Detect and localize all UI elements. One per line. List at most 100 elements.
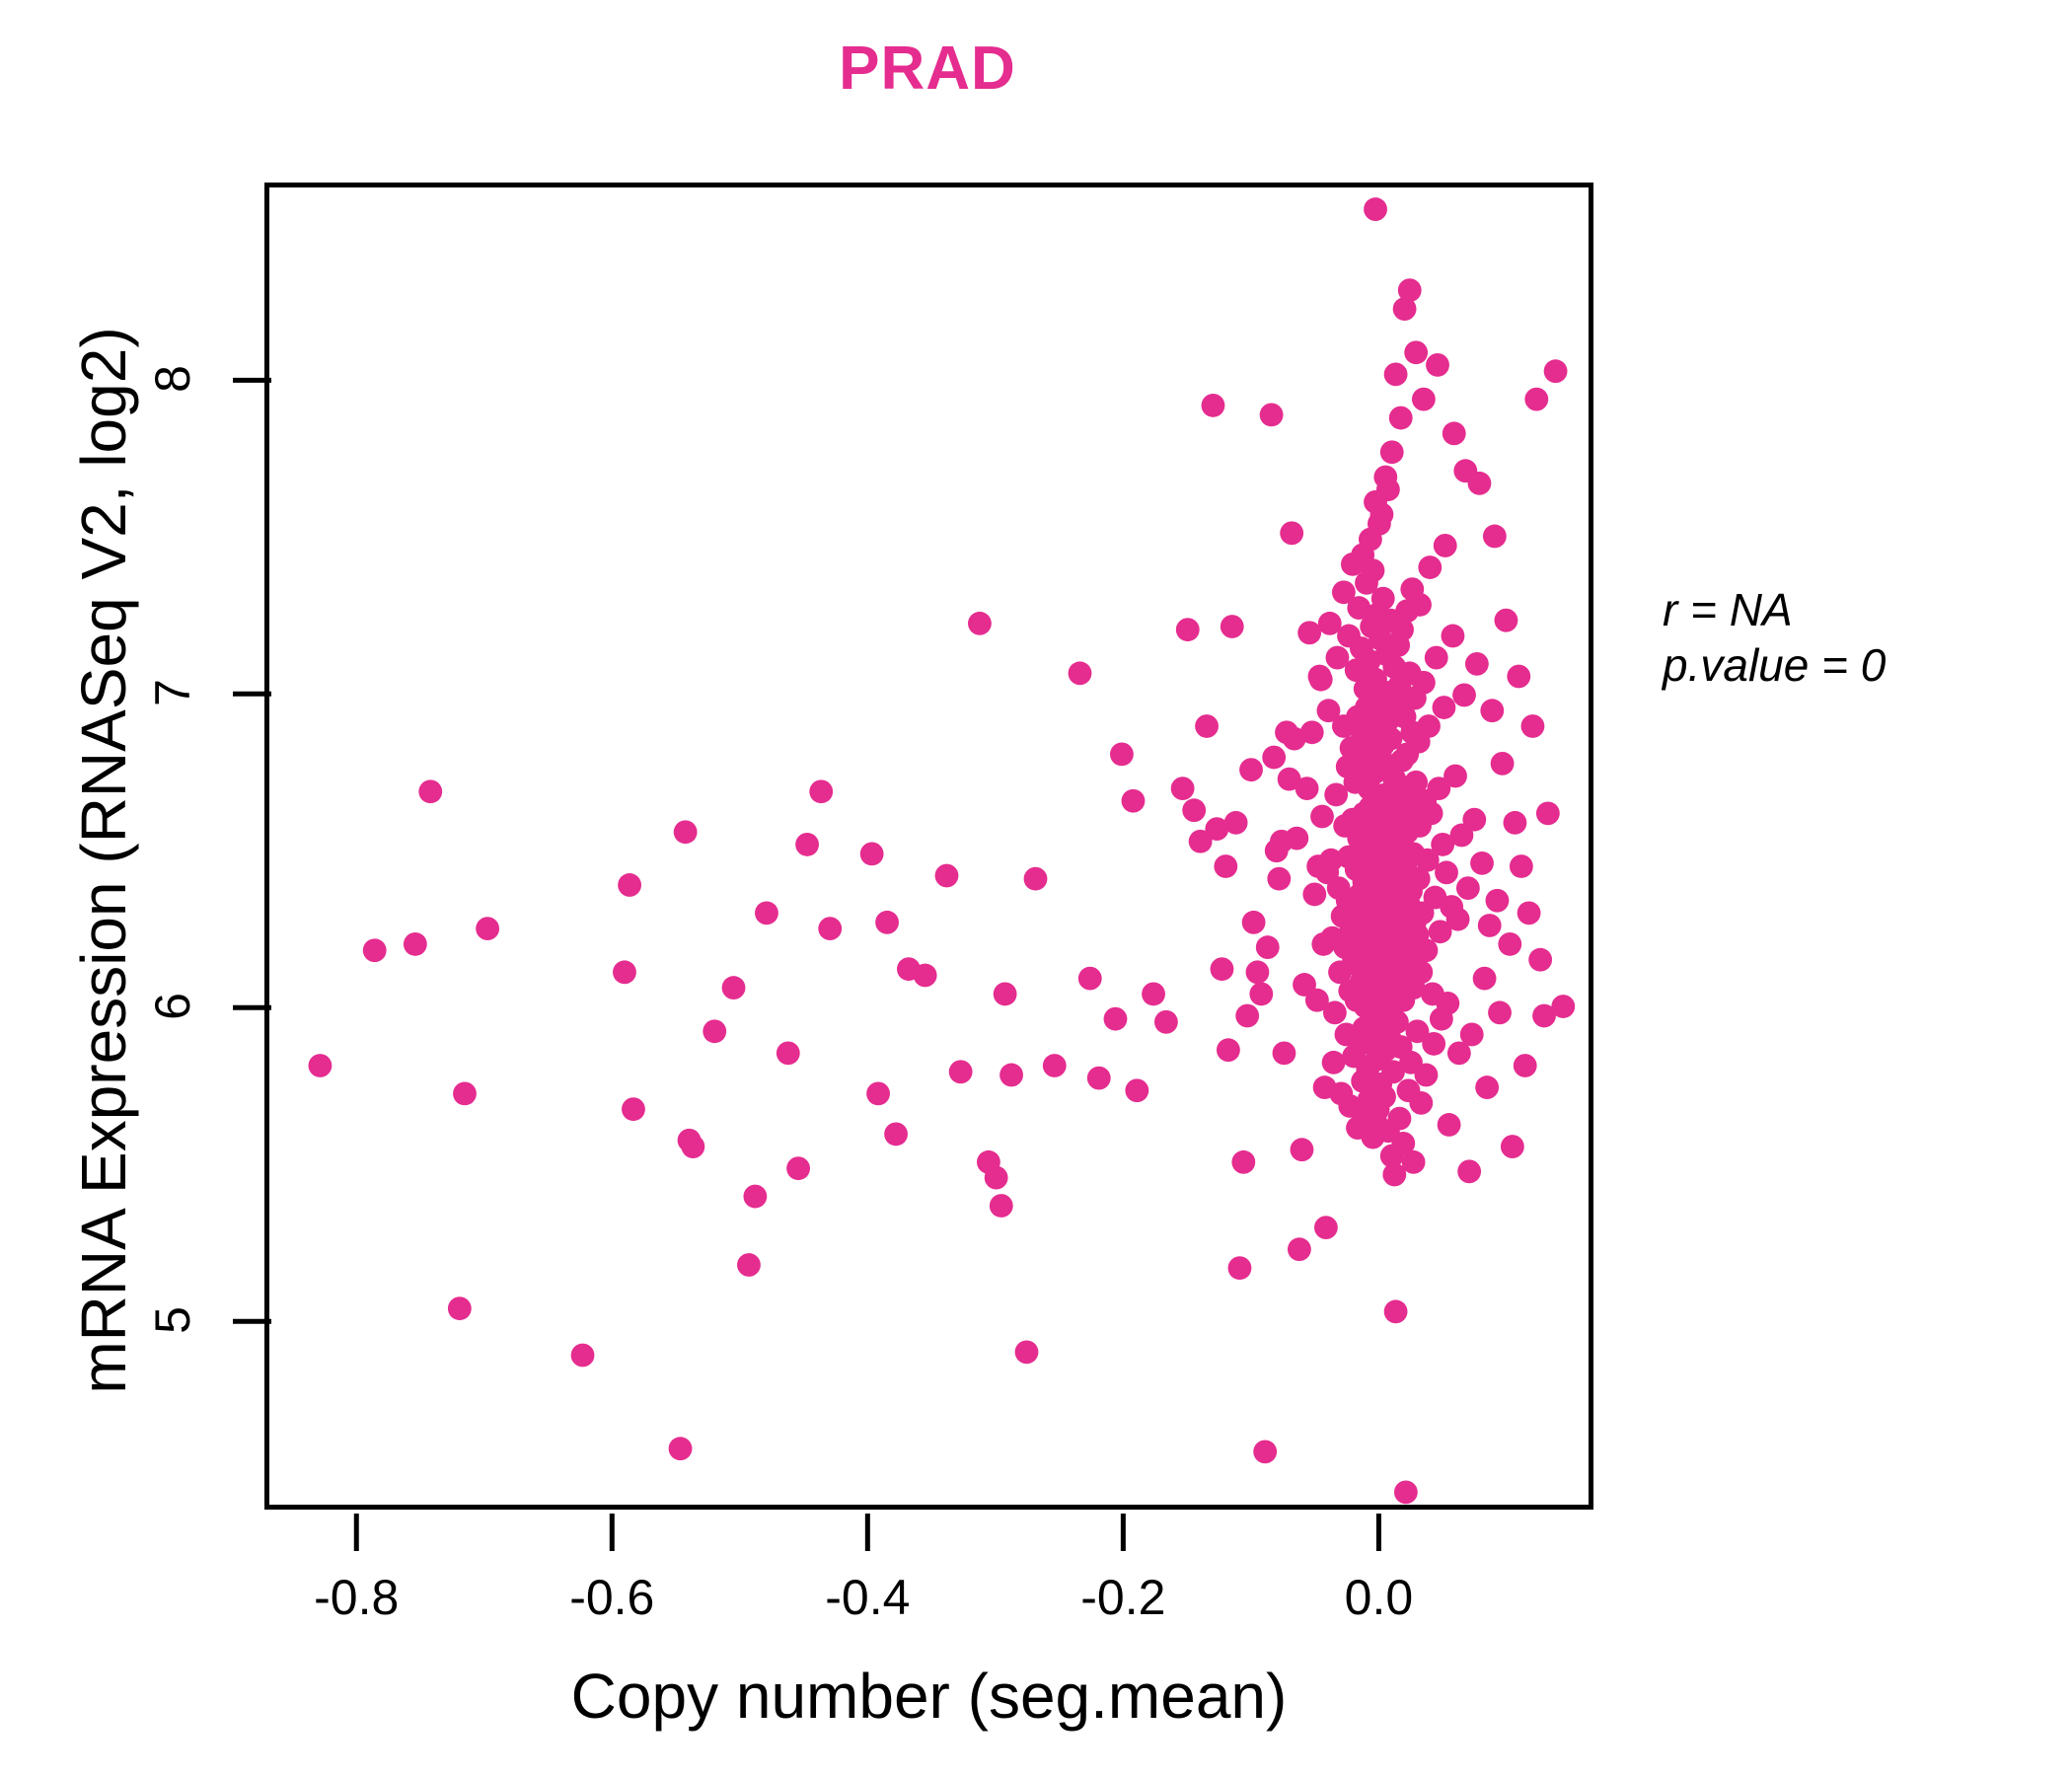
scatter-point [1446, 1041, 1471, 1066]
scatter-point [1369, 502, 1394, 527]
scatter-point [1310, 804, 1334, 829]
scatter-point [1388, 406, 1413, 430]
scatter-point [1443, 764, 1467, 788]
scatter-point [1431, 833, 1455, 856]
scatter-point [1325, 645, 1350, 670]
scatter-point [1404, 340, 1429, 365]
scatter-point [866, 1081, 890, 1106]
scatter-point [1262, 745, 1287, 770]
scatter-point [948, 1060, 973, 1084]
scatter-point [1507, 664, 1531, 689]
scatter-point [1414, 1063, 1439, 1087]
scatter-point [1223, 810, 1248, 835]
scatter-point [1401, 1149, 1426, 1174]
scatter-point [1210, 957, 1234, 982]
scatter-point [875, 910, 899, 934]
scatter-point [1543, 359, 1568, 384]
scatter-point [809, 779, 834, 804]
x-tick-label: -0.8 [314, 1570, 400, 1625]
scatter-point [618, 873, 642, 897]
scatter-point [1068, 661, 1092, 686]
scatter-point [703, 1019, 727, 1044]
scatter-point [476, 917, 500, 941]
scatter-point [1509, 854, 1533, 878]
scatter-point [968, 611, 992, 635]
x-axis-title: Copy number (seg.mean) [570, 1661, 1288, 1732]
scatter-point [1449, 823, 1474, 848]
scatter-point [1324, 782, 1349, 807]
x-axis-tick-marks [353, 1514, 1381, 1551]
scatter-point [1322, 1000, 1347, 1025]
scatter-point [1411, 387, 1436, 411]
scatter-point [1125, 1078, 1149, 1103]
scatter-point [1441, 624, 1465, 648]
scatter-point [1513, 1054, 1537, 1077]
scatter-point [1077, 966, 1102, 991]
scatter-point [1170, 777, 1195, 801]
scatter-point [1409, 1090, 1434, 1115]
scatter-point [1498, 932, 1522, 956]
scatter-point [1383, 1299, 1408, 1324]
scatter-point [1321, 1050, 1346, 1074]
scatter-point [1393, 1480, 1418, 1505]
scatter-point [1103, 1006, 1128, 1031]
scatter-point [1267, 866, 1292, 891]
scatter-point [1417, 714, 1441, 738]
scatter-point [622, 1097, 645, 1122]
scatter-point [1364, 197, 1387, 222]
scatter-point [1280, 521, 1304, 546]
scatter-point [1470, 851, 1494, 875]
scatter-point [1319, 848, 1343, 872]
x-tick-label: -0.4 [825, 1570, 911, 1625]
scatter-point [1472, 966, 1497, 991]
scatter-point [721, 976, 746, 1000]
scatter-point [1436, 991, 1460, 1015]
scatter-point [1524, 387, 1549, 411]
scatter-point [1535, 801, 1560, 826]
scatter-point [1452, 683, 1476, 707]
scatter-point [453, 1081, 477, 1106]
scatter-point [1411, 670, 1436, 695]
scatter-point [1272, 1041, 1296, 1066]
scatter-point [1308, 667, 1333, 692]
scatter-point [418, 779, 443, 804]
scatter-point [1357, 648, 1381, 673]
scatter-point [1220, 615, 1244, 638]
scatter-point [1121, 788, 1146, 813]
scatter-point [859, 842, 884, 866]
scatter-point [1375, 478, 1400, 502]
scatter-point [1390, 618, 1414, 642]
scatter-point [1241, 910, 1266, 934]
scatter-point [1109, 742, 1134, 767]
scatter-point [1424, 645, 1448, 670]
scatter-point [884, 1122, 908, 1147]
scatter-point [1382, 1162, 1407, 1187]
scatter-point [1528, 947, 1553, 972]
y-tick-label: 8 [145, 365, 200, 394]
stats-annotation: r = NA p.value = 0 [1663, 582, 1886, 693]
scatter-point [1293, 973, 1316, 997]
scatter-point [403, 932, 427, 956]
scatter-point [1477, 914, 1502, 937]
scatter-point [1379, 440, 1404, 465]
scatter-point [1488, 1000, 1512, 1025]
scatter-point [999, 1063, 1023, 1087]
correlation-value: r = NA [1663, 584, 1793, 635]
scatter-point [1347, 596, 1371, 620]
scatter-point [613, 960, 636, 985]
scatter-point [1195, 714, 1219, 738]
scatter-point [1415, 848, 1440, 872]
scatter-point [1370, 586, 1395, 611]
scatter-point [1285, 826, 1309, 851]
y-axis-tick-marks [233, 377, 271, 1324]
scatter-point [1433, 534, 1457, 557]
scatter-point [1331, 580, 1356, 605]
scatter-point [1408, 593, 1432, 617]
scatter-point [1404, 770, 1429, 794]
scatter-point [1216, 1038, 1240, 1063]
scatter-point [1459, 1022, 1484, 1047]
scatter-point [1361, 558, 1385, 583]
scatter-point [1231, 1149, 1256, 1174]
scatter-point [795, 833, 819, 856]
scatter-point [668, 1437, 693, 1461]
